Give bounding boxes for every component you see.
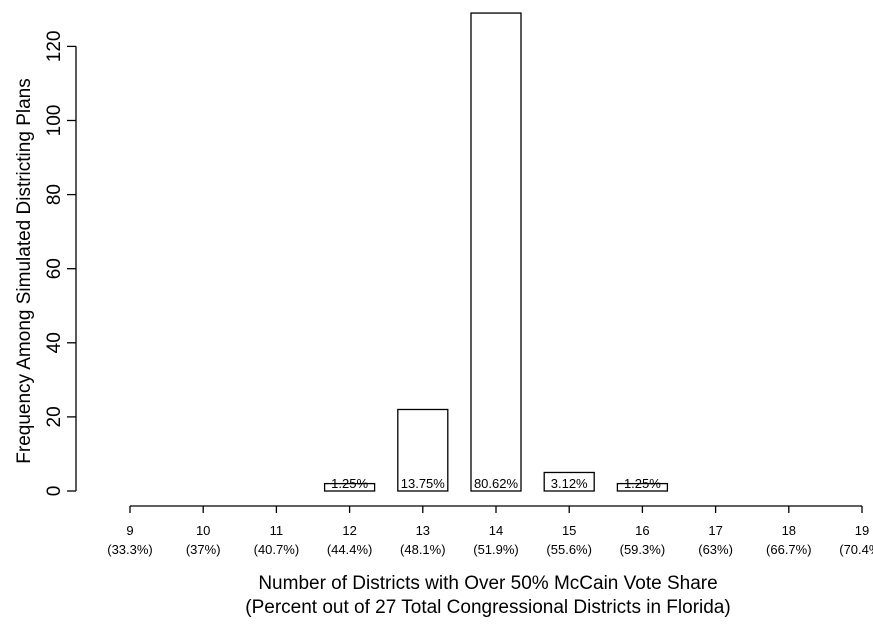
bar [323, 482, 376, 492]
bar-percent-label: 3.12% [551, 476, 588, 491]
x-tick-label: 10 [196, 523, 210, 538]
bar [397, 408, 449, 492]
x-tick-label: 17 [708, 523, 722, 538]
x-tick-label: 9 [126, 523, 133, 538]
x-tick-percent-label: (33.3%) [107, 542, 153, 557]
x-tick-label: 11 [270, 523, 284, 538]
bar-labels: 1.25% 13.75% 80.62% 3.12% 1.25% [331, 476, 661, 491]
bar-percent-label: 80.62% [474, 476, 519, 491]
x-tick-percent-label: (66.7%) [766, 542, 812, 557]
bar [616, 482, 669, 492]
x-tick-label: 15 [562, 523, 576, 538]
y-tick-label: 0 [44, 486, 65, 497]
x-tick-percent-label: (70.4%) [839, 542, 873, 557]
x-tick-percent-label: (63%) [698, 542, 733, 557]
y-axis-title: Frequency Among Simulated Districting Pl… [14, 78, 35, 463]
x-axis: 9 (33.3%) 10 (37%) 11 (40.7%) 12 (44.4%) 13 (48.1… [107, 505, 873, 557]
x-tick-percent-label: (44.4%) [327, 542, 373, 557]
bar-percent-label: 1.25% [331, 476, 368, 491]
x-tick-percent-label: (48.1%) [400, 542, 446, 557]
bar [543, 471, 595, 492]
x-tick-label: 13 [416, 523, 430, 538]
x-axis-subtitle: (Percent out of 27 Total Congressional D… [245, 597, 730, 618]
x-tick-label: 19 [855, 523, 869, 538]
x-tick-percent-label: (59.3%) [620, 542, 666, 557]
x-tick-percent-label: (40.7%) [254, 542, 300, 557]
x-tick-label: 18 [782, 523, 796, 538]
y-tick-label: 20 [44, 406, 65, 427]
bar-percent-label: 1.25% [624, 476, 661, 491]
x-tick-label: 14 [489, 523, 503, 538]
y-tick-label: 80 [44, 184, 65, 205]
x-tick-percent-label: (37%) [186, 542, 221, 557]
y-axis: 0 20 40 60 80 100 120 [44, 31, 77, 497]
bars [323, 12, 669, 492]
y-tick-label: 120 [44, 31, 65, 63]
y-tick-label: 40 [44, 332, 65, 353]
y-tick-label: 60 [44, 258, 65, 279]
x-axis-title: Number of Districts with Over 50% McCain… [258, 573, 717, 594]
x-tick-percent-label: (51.9%) [473, 542, 519, 557]
bar-percent-label: 13.75% [401, 476, 446, 491]
x-tick-label: 12 [342, 523, 356, 538]
y-tick-label: 100 [44, 105, 65, 137]
bar [470, 12, 522, 492]
x-tick-percent-label: (55.6%) [546, 542, 592, 557]
x-tick-label: 16 [635, 523, 649, 538]
